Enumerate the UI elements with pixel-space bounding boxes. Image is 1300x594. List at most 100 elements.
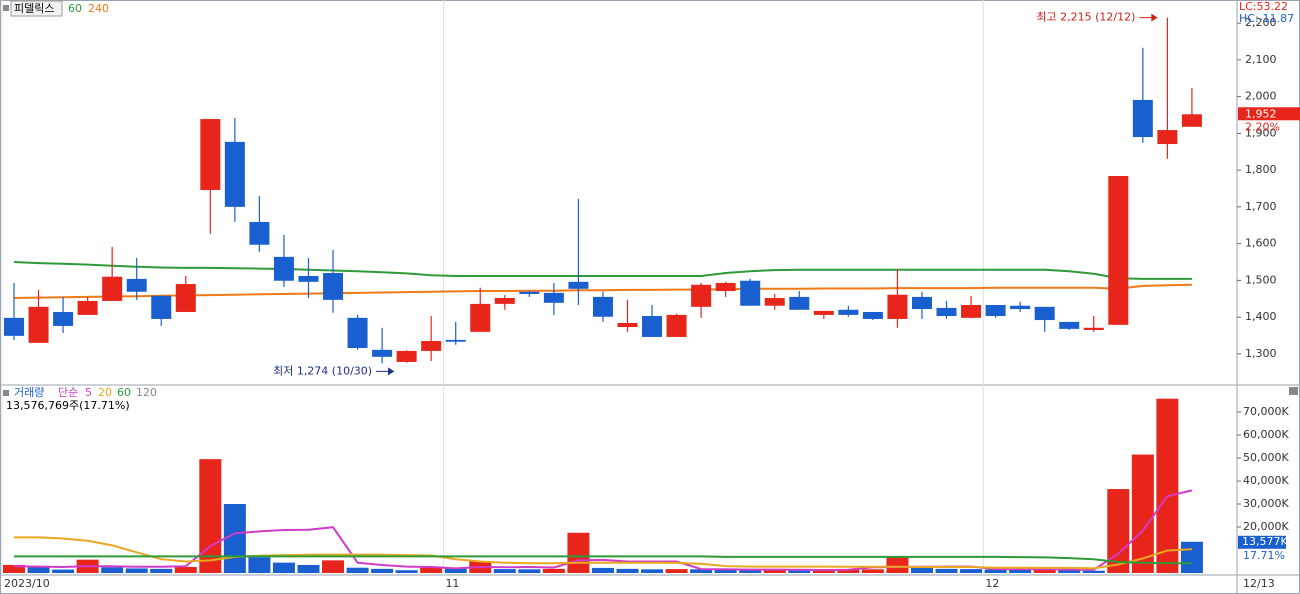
volume-bar [272,562,295,573]
y-tick-label: 30,000K [1243,497,1289,510]
candle-body [175,284,196,312]
candle-body [1108,176,1129,325]
candle-body [102,276,123,301]
volume-bar [322,560,345,573]
candle-body [249,221,270,245]
legend-label: 240 [88,2,109,15]
legend-label: 60 [68,2,82,15]
volume-bar [150,568,173,573]
volume-bar [1009,570,1032,573]
candle-body [1034,306,1055,321]
y-tick-label: 60,000K [1243,428,1289,441]
candle-body [617,323,638,328]
last-price-label: 1,952 [1245,107,1277,120]
volume-bar [1082,570,1105,573]
candle-body [887,294,908,319]
candle-body [4,317,24,336]
volume-bar [714,569,737,573]
candle-body [764,298,785,306]
volume-bar [1033,568,1056,573]
candle-body [838,309,859,315]
candle-body [470,303,491,332]
legend-box [10,0,63,17]
candle-body [715,282,736,292]
volume-bar [420,566,443,573]
volume-bar [665,569,688,573]
chart-title: 피델릭스 [14,2,54,15]
ma-line [14,536,1192,570]
y-tick-label: 50,000K [1243,451,1289,464]
end-date: 12/13 [1243,577,1275,590]
y-tick-label: 1,500 [1245,273,1277,286]
y-tick-label: 1,400 [1245,310,1277,323]
last-volume-label: 13,577K [1242,535,1288,548]
volume-bar [763,569,786,573]
y-tick-label: 1,800 [1245,163,1277,176]
volume-bar [837,569,860,573]
candle-body [224,141,245,207]
legend-label: 120 [136,386,157,399]
y-tick-label: 1,300 [1245,347,1277,360]
annotation-arrowhead [388,367,395,376]
candle-body [77,300,98,315]
volume-bar [886,557,909,573]
candle-body [642,316,663,337]
volume-bar [812,570,835,573]
volume-bar [542,568,565,573]
pane-button[interactable] [1289,387,1298,395]
volume-bar [174,567,197,573]
volume-bar [493,569,516,573]
pane-icon[interactable] [3,5,9,11]
volume-bar [297,564,320,573]
volume-bar [444,568,467,573]
pane-title: 거래량 [14,386,44,399]
y-tick-label: 1,900 [1245,126,1277,139]
volume-bar [788,570,811,573]
candle-body [151,295,172,319]
candle-body [28,306,49,343]
candle-body [347,317,368,348]
candle-body [519,291,540,294]
ma-line [13,261,1192,280]
pane-icon[interactable] [3,390,9,396]
candle-body [911,296,932,310]
volume-bar [371,568,394,573]
candle-body [691,284,712,307]
candle-body [1132,99,1153,138]
last-price-box [1238,107,1300,121]
volume-bar [27,567,50,573]
lc-label: LC:53.22 [1239,0,1288,13]
volume-ratio: 17.71% [1243,549,1285,562]
candle-body [445,339,466,342]
candle-body [421,341,442,351]
candle-body [740,280,761,306]
legend-label: 5 [85,386,92,399]
volume-bar [739,570,762,573]
volume-bar [1156,398,1179,573]
volume-bar [52,569,75,573]
volume-bar [3,564,25,573]
candle-body [543,292,564,303]
change-label: 2.20% [1245,120,1280,133]
candle-body [273,256,294,281]
ma-line [13,489,1193,572]
x-tick-label: 2023/10 [4,577,50,590]
volume-bar [690,569,713,573]
ma-type: 단순 [58,386,78,399]
y-tick-label: 2,200 [1245,16,1277,29]
y-tick-label: 20,000K [1243,520,1289,533]
candle-body [1181,114,1202,127]
candle-body [372,349,393,357]
legend-label: 60 [117,386,131,399]
x-tick-label: 12 [985,577,999,590]
candle-body [298,275,319,282]
candle-body [200,119,221,190]
candle-body [813,310,834,315]
candle-body [1083,327,1104,330]
y-tick-label: 1,700 [1245,200,1277,213]
volume-bar [910,567,933,573]
ma-line [14,555,1192,565]
volume-bar [125,568,148,573]
volume-bar [1058,570,1081,573]
